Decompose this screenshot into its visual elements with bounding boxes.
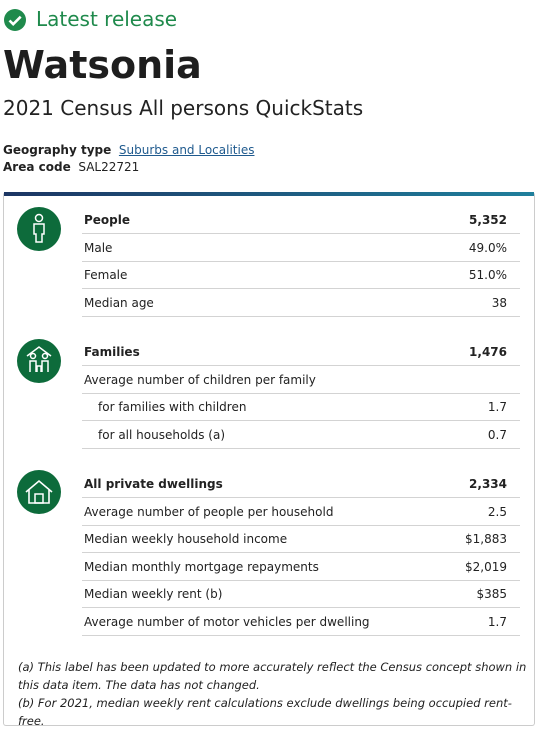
stat-row: for all households (a) 0.7: [82, 421, 520, 449]
label: People: [84, 213, 131, 227]
status: Latest release: [36, 7, 178, 31]
label: All private dwellings: [84, 477, 223, 491]
label: Median weekly household income: [84, 532, 288, 547]
stat-row: Median weekly rent (b) $385: [82, 580, 520, 609]
label: Female: [84, 268, 128, 283]
stat-row: Female 51.0%: [82, 261, 520, 290]
icons: [17, 207, 61, 514]
label: Median weekly rent (b): [84, 587, 223, 602]
label: Area code: [3, 160, 71, 174]
value: 0.7: [487, 427, 507, 442]
title: Watsonia: [3, 43, 202, 87]
footnote: (b) For 2021, median weekly rent calcula…: [18, 696, 512, 728]
value: 2,334: [469, 477, 507, 491]
label: Families: [84, 345, 140, 359]
stat-row: Median monthly mortgage repayments $2,019: [82, 553, 520, 581]
families-icon: [17, 339, 61, 383]
stat-row: for families with children 1.7: [82, 393, 520, 422]
label: Average number of motor vehicles per dwe…: [84, 615, 370, 629]
geography-link[interactable]: Suburbs and Localities: [118, 143, 255, 157]
value: $385: [476, 587, 507, 602]
value: 2.5: [487, 504, 507, 519]
label: Median monthly mortgage repayments: [84, 559, 319, 574]
subtitle: 2021 Census All persons QuickStats: [3, 96, 364, 120]
stat-row: Average number of children per family: [82, 366, 520, 394]
section-heading: Families 1,476: [82, 338, 520, 366]
label: for all households (a): [98, 427, 226, 442]
label: Median age: [84, 295, 154, 310]
value: 1.7: [487, 400, 507, 415]
section-heading: People 5,352: [82, 206, 520, 234]
value: 1.7: [487, 615, 507, 629]
stat-row: Male 49.0%: [82, 234, 520, 262]
value: 1,476: [469, 345, 507, 359]
label: for families with children: [98, 400, 247, 415]
card-top-bar: [4, 192, 534, 196]
dwellings-icon: [17, 470, 61, 514]
stat-row: Median weekly household income $1,883: [82, 525, 520, 554]
card: [3, 192, 535, 726]
value: 5,352: [469, 213, 507, 227]
value: 49.0%: [468, 240, 507, 255]
value: 38: [491, 295, 507, 310]
stat-row: Median age 38: [82, 289, 520, 317]
value: $1,883: [465, 532, 507, 547]
stat-row: Average number of people per household 2.…: [82, 498, 520, 526]
area-code: Area code SAL22721: [3, 160, 139, 174]
label: Geography type: [3, 143, 112, 157]
geography: Geography type Suburbs and Localities: [3, 143, 254, 157]
check-icon: [4, 9, 26, 31]
label: Male: [84, 240, 113, 255]
section-heading: All private dwellings 2,334: [82, 470, 520, 498]
value: SAL22721: [78, 160, 140, 174]
value: 51.0%: [468, 268, 507, 283]
footnotes: (a) This label has been updated to more …: [18, 658, 528, 730]
label: Average number of people per household: [84, 504, 334, 519]
people-icon: [17, 207, 61, 251]
stat-row: Average number of motor vehicles per dwe…: [82, 608, 520, 636]
value: $2,019: [465, 559, 507, 574]
footnote: (a) This label has been updated to more …: [18, 660, 527, 692]
label: Average number of children per family: [84, 372, 316, 387]
